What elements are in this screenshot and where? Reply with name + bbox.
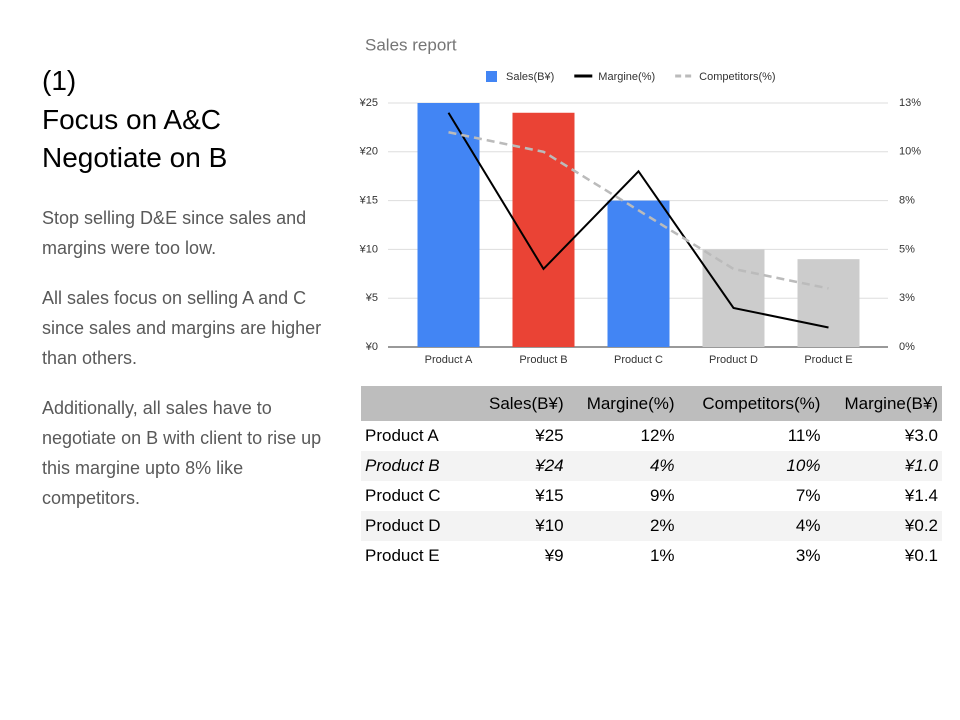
table-cell: 4% [795,516,821,535]
header-cell [361,386,472,421]
table-cell: ¥15 [535,486,564,505]
table-row: Product B ¥24 4% 10% ¥1.0 [361,451,942,481]
x-tick-label: Product E [804,354,852,366]
paragraph: Additionally, all sales have to negotiat… [42,398,322,508]
y2-tick-label: 0% [899,341,915,353]
table-cell: ¥9 [544,546,564,565]
table-cell: Product C [365,486,441,505]
table-cell: 4% [649,456,675,475]
table-cell: 3% [795,546,821,565]
heading-line: Negotiate on B [42,142,228,173]
table: Sales(B¥) Margine(%) Competitors(%) Margine… [361,386,942,571]
table-cell: 10% [786,456,821,475]
y-tick-label: ¥10 [359,243,378,255]
table-row: Product D ¥10 2% 4% ¥0.2 [361,511,942,541]
y2-tick-label: 13% [899,97,921,109]
x-tick-label: Product A [425,354,473,366]
chart-title: Sales report [365,35,457,54]
y-tick-label: ¥0 [365,341,378,353]
heading-line: (1) [42,65,77,96]
bar [512,112,575,347]
table-cell: ¥1.4 [904,486,938,505]
table-row: Product A ¥25 12% 11% ¥3.0 [361,421,942,451]
table-cell: 9% [649,486,675,505]
y-tick-label: ¥5 [365,292,378,304]
y-tick-label: ¥20 [359,146,378,158]
table-cell: ¥24 [535,456,564,475]
table-cell: 11% [787,426,821,445]
legend-label: Competitors(%) [699,71,775,83]
line [447,112,829,329]
table-cell: ¥3.0 [904,426,938,445]
table-row: Product C ¥15 9% 7% ¥1.4 [361,481,942,511]
bar [607,200,670,347]
x-tick-label: Product D [709,354,758,366]
table-cell: ¥1.0 [904,456,938,475]
table-cell: ¥0.1 [904,546,938,565]
table-cell: ¥0.2 [904,516,938,535]
table-cell: Product E [365,546,440,565]
table-cell: 12% [640,426,675,445]
table-row: Product E ¥9 1% 3% ¥0.1 [361,541,942,571]
legend-label: Sales(B¥) [506,71,554,83]
header-cell: Margine(B¥) [844,393,938,413]
heading-line: Focus on A&C [42,103,221,135]
y-tick-label: ¥25 [359,97,378,109]
table-cell: ¥25 [535,426,564,445]
chart: Sales report ¥0 ¥5 ¥10 ¥15 ¥20 ¥25 0% 3% 5% 8% 10%… [359,35,922,366]
x-tick-label: Product C [614,354,663,366]
heading: (1) Focus on A&C Negotiate on B [42,62,227,178]
table-cell: Product A [365,426,439,445]
legend-swatch [486,71,497,82]
y2-tick-label: 10% [899,146,921,158]
y-tick-label: ¥15 [359,195,378,207]
y2-tick-label: 8% [899,195,915,207]
table-cell: 2% [649,516,675,535]
body-text: Stop selling D&E since sales and margins… [42,203,327,533]
paragraph: All sales focus on selling A and C since… [42,288,322,368]
y2-tick-label: 3% [899,292,915,304]
table-cell: ¥10 [535,516,564,535]
table-cell: Product B [365,456,440,475]
header-cell: Sales(B¥) [488,393,564,413]
y2-tick-label: 5% [899,243,915,255]
legend-label: Margine(%) [598,71,655,83]
header-cell: Margine(%) [586,393,675,413]
bar [797,259,860,347]
line [448,131,829,290]
table-cell: 1% [649,546,675,565]
header-cell: Competitors(%) [702,393,821,413]
x-tick-label: Product B [519,354,567,366]
bar [702,249,765,347]
paragraph: Stop selling D&E since sales and margins… [42,208,307,258]
bar [417,103,480,347]
header-row: Sales(B¥) Margine(%) Competitors(%) Margine… [361,386,942,421]
table-cell: Product D [365,516,441,535]
table-cell: 7% [795,486,821,505]
